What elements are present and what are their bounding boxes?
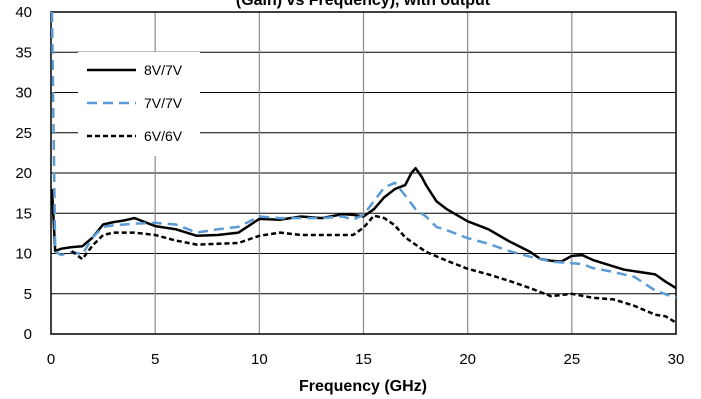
series-line-1 (50, 166, 677, 290)
x-axis-title: Frequency (GHz) (299, 378, 427, 395)
legend-label: 7V/7V (144, 95, 183, 111)
x-tick-label: 0 (47, 351, 55, 368)
legend-label: 6V/6V (144, 128, 183, 144)
x-tick-label: 15 (355, 351, 372, 368)
x-tick-label: 10 (251, 351, 268, 368)
series-line-3 (71, 214, 677, 324)
legend-label: 8V/7V (144, 62, 183, 78)
y-axis-tick-labels: 0 5 10 15 20 25 30 35 40 (15, 4, 32, 343)
x-tick-label: 5 (151, 351, 159, 368)
x-tick-label: 25 (563, 351, 580, 368)
y-tick-label: 20 (15, 165, 32, 182)
chart-title: (Gain) vs Frequency), with output (236, 0, 491, 9)
y-tick-label: 35 (15, 44, 32, 61)
legend: 8V/7V 7V/7V 6V/6V (78, 52, 200, 156)
x-axis-tick-labels: 0 5 10 15 20 25 30 (47, 351, 685, 368)
y-tick-label: 30 (15, 85, 32, 102)
y-tick-label: 15 (15, 205, 32, 222)
plot-area-frame (50, 11, 677, 335)
y-tick-label: 5 (24, 286, 32, 303)
y-tick-label: 10 (15, 246, 32, 263)
series-line-2 (50, 11, 677, 299)
series-lines (50, 11, 677, 324)
y-tick-label: 40 (15, 4, 32, 21)
x-tick-label: 20 (459, 351, 476, 368)
y-tick-label: 25 (15, 125, 32, 142)
y-tick-label: 0 (24, 326, 32, 343)
x-tick-label: 30 (668, 351, 685, 368)
